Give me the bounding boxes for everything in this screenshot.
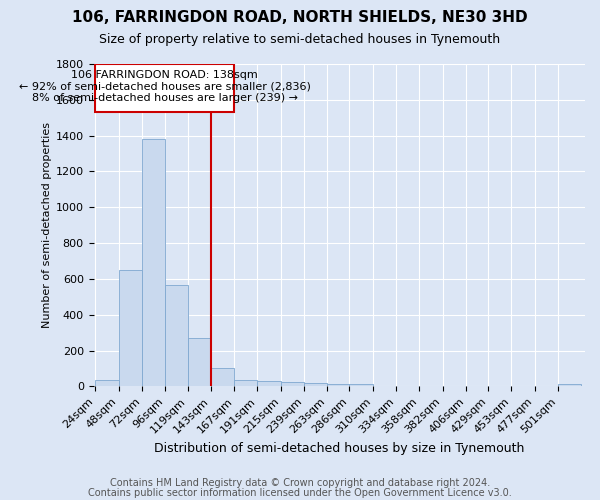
Bar (142, 139, 165, 386)
Y-axis label: Number of semi-detached properties: Number of semi-detached properties (41, 122, 52, 328)
Text: Size of property relative to semi-detached houses in Tynemouth: Size of property relative to semi-detach… (100, 32, 500, 46)
Bar (95, 380, 119, 386)
Text: 106, FARRINGDON ROAD, NORTH SHIELDS, NE30 3HD: 106, FARRINGDON ROAD, NORTH SHIELDS, NE3… (72, 10, 528, 25)
Bar (234, 380, 257, 386)
Text: Contains public sector information licensed under the Open Government Licence v3: Contains public sector information licen… (88, 488, 512, 498)
Bar (304, 383, 327, 386)
Text: 8% of semi-detached houses are larger (239) →: 8% of semi-detached houses are larger (2… (32, 93, 298, 103)
Bar (349, 384, 373, 386)
Bar (281, 382, 304, 386)
Text: 106 FARRINGDON ROAD: 138sqm: 106 FARRINGDON ROAD: 138sqm (71, 70, 258, 80)
Bar (257, 382, 281, 386)
Text: ← 92% of semi-detached houses are smaller (2,836): ← 92% of semi-detached houses are smalle… (19, 82, 311, 92)
Bar (119, 270, 142, 386)
Bar (211, 368, 234, 386)
X-axis label: Distribution of semi-detached houses by size in Tynemouth: Distribution of semi-detached houses by … (154, 442, 524, 455)
Bar (95, 64, 234, 112)
Bar (188, 338, 211, 386)
Text: Contains HM Land Registry data © Crown copyright and database right 2024.: Contains HM Land Registry data © Crown c… (110, 478, 490, 488)
Bar (327, 384, 349, 386)
Bar (558, 384, 581, 386)
Bar (165, 285, 188, 386)
